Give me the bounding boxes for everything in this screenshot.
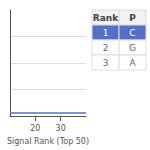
svg-text:2: 2: [103, 43, 109, 53]
svg-text:30: 30: [56, 124, 66, 133]
svg-text:3: 3: [103, 58, 109, 68]
svg-text:G: G: [129, 43, 136, 53]
svg-text:Signal Rank (Top 50): Signal Rank (Top 50): [7, 137, 89, 146]
svg-text:20: 20: [30, 124, 40, 133]
svg-text:C: C: [129, 28, 135, 38]
svg-text:Rank: Rank: [93, 13, 119, 23]
svg-text:P: P: [129, 13, 136, 23]
svg-text:1: 1: [103, 28, 109, 38]
svg-text:A: A: [129, 58, 136, 68]
